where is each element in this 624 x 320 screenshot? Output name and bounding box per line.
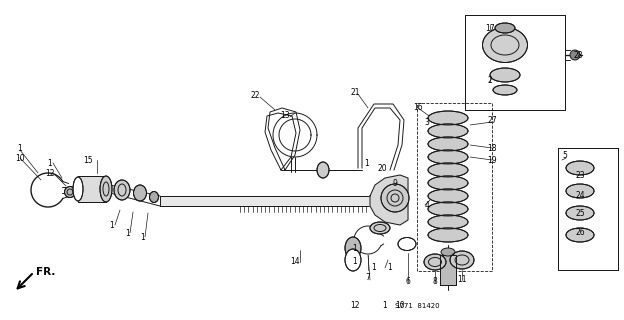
- Text: 1: 1: [353, 258, 358, 267]
- Text: 20: 20: [377, 164, 387, 172]
- Ellipse shape: [73, 177, 83, 201]
- Text: 2: 2: [487, 76, 492, 84]
- Text: 18: 18: [487, 143, 497, 153]
- Ellipse shape: [428, 176, 468, 190]
- Ellipse shape: [428, 111, 468, 125]
- Ellipse shape: [428, 124, 468, 138]
- Ellipse shape: [428, 150, 468, 164]
- Text: 1: 1: [353, 244, 358, 252]
- Text: 10: 10: [15, 154, 25, 163]
- Text: 13: 13: [280, 110, 290, 119]
- Bar: [78, 176, 106, 202]
- Text: 1: 1: [17, 143, 22, 153]
- Text: 21: 21: [350, 87, 360, 97]
- Text: 22: 22: [250, 91, 260, 100]
- Text: 27: 27: [487, 116, 497, 124]
- Bar: [465, 15, 565, 110]
- Ellipse shape: [428, 202, 468, 216]
- Ellipse shape: [370, 222, 390, 234]
- Ellipse shape: [428, 228, 468, 242]
- Text: 1: 1: [388, 263, 392, 273]
- Text: 5: 5: [563, 150, 567, 159]
- Text: 4: 4: [424, 201, 429, 210]
- Text: 19: 19: [487, 156, 497, 164]
- Text: 1: 1: [372, 263, 376, 273]
- Bar: [78, 176, 106, 202]
- Text: 1: 1: [47, 158, 52, 167]
- Ellipse shape: [150, 191, 158, 203]
- Text: S771  81420: S771 81420: [395, 303, 440, 309]
- Ellipse shape: [482, 28, 527, 62]
- Text: 15: 15: [83, 156, 93, 164]
- Bar: [417, 103, 492, 271]
- Ellipse shape: [381, 184, 409, 212]
- Text: 3: 3: [424, 117, 429, 126]
- Text: 16: 16: [413, 102, 423, 111]
- Text: 1: 1: [140, 233, 145, 242]
- Text: 14: 14: [290, 258, 300, 267]
- Text: 12: 12: [350, 300, 360, 309]
- Text: 28: 28: [573, 51, 583, 60]
- Bar: [558, 148, 618, 270]
- Text: FR.: FR.: [36, 267, 56, 277]
- Ellipse shape: [100, 176, 112, 202]
- Ellipse shape: [490, 68, 520, 82]
- Ellipse shape: [566, 184, 594, 198]
- Text: 26: 26: [575, 228, 585, 236]
- Ellipse shape: [428, 215, 468, 229]
- Ellipse shape: [428, 163, 468, 177]
- Text: 10: 10: [395, 300, 405, 309]
- Bar: [440, 255, 456, 285]
- Text: 17: 17: [485, 23, 495, 33]
- Ellipse shape: [441, 248, 455, 256]
- Text: 8: 8: [432, 277, 437, 286]
- Bar: [160, 196, 370, 206]
- Ellipse shape: [317, 162, 329, 178]
- Ellipse shape: [566, 206, 594, 220]
- Text: 24: 24: [575, 190, 585, 199]
- Text: 6: 6: [406, 277, 411, 286]
- Ellipse shape: [64, 187, 76, 197]
- Polygon shape: [370, 175, 408, 225]
- Ellipse shape: [114, 180, 130, 200]
- Text: 23: 23: [575, 171, 585, 180]
- Ellipse shape: [398, 237, 416, 251]
- Ellipse shape: [570, 50, 580, 60]
- Ellipse shape: [428, 137, 468, 151]
- Ellipse shape: [424, 254, 446, 270]
- Ellipse shape: [566, 228, 594, 242]
- Ellipse shape: [345, 237, 361, 259]
- Text: 1: 1: [125, 228, 130, 237]
- Text: 1: 1: [364, 158, 369, 167]
- Text: 11: 11: [457, 276, 467, 284]
- Bar: [465, 15, 565, 110]
- Bar: [558, 148, 618, 270]
- Text: 1: 1: [110, 220, 114, 229]
- Text: 1: 1: [383, 300, 388, 309]
- Ellipse shape: [134, 185, 147, 201]
- Ellipse shape: [495, 23, 515, 33]
- Text: 7: 7: [366, 274, 371, 283]
- Ellipse shape: [493, 85, 517, 95]
- Ellipse shape: [345, 249, 361, 271]
- Text: 25: 25: [575, 209, 585, 218]
- Ellipse shape: [566, 161, 594, 175]
- Text: 12: 12: [46, 169, 55, 178]
- Bar: [440, 255, 456, 285]
- Ellipse shape: [450, 251, 474, 269]
- Ellipse shape: [428, 189, 468, 203]
- Text: 9: 9: [392, 179, 397, 188]
